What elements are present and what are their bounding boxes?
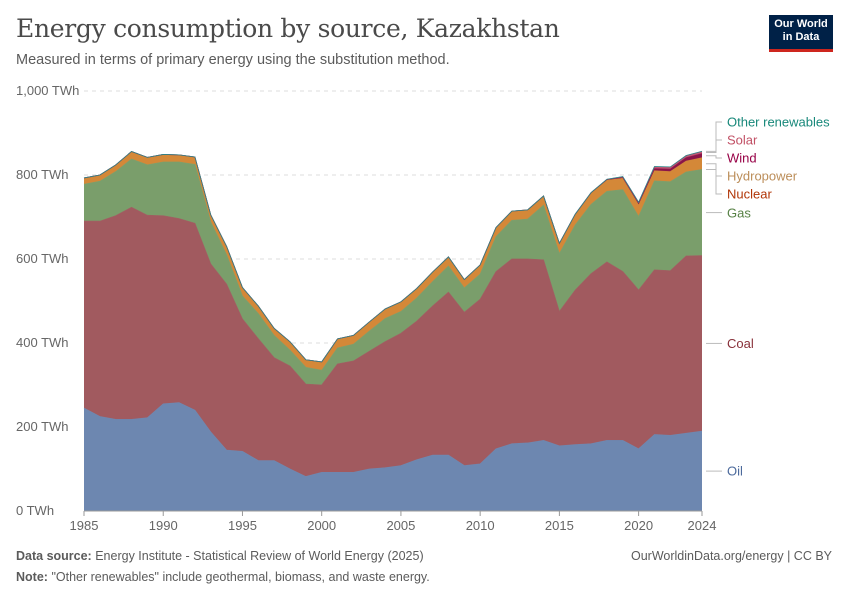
- y-tick-label: 600 TWh: [16, 251, 69, 266]
- logo-line-1: Our World: [774, 18, 828, 30]
- x-tick-label: 2024: [688, 518, 717, 533]
- x-tick-label: 2005: [386, 518, 415, 533]
- x-tick-label: 1990: [149, 518, 178, 533]
- series-label-nuclear: Nuclear: [727, 187, 772, 202]
- x-tick-label: 2010: [466, 518, 495, 533]
- area-gas: [84, 159, 702, 385]
- data-source-label: Data source:: [16, 549, 92, 563]
- label-connector: [706, 155, 722, 159]
- area-oil: [84, 402, 702, 511]
- x-tick-label: 1985: [70, 518, 99, 533]
- logo-line-2: in Data: [782, 30, 820, 43]
- note-line: Note: "Other renewables" include geother…: [16, 570, 430, 584]
- x-tick-label: 2000: [307, 518, 336, 533]
- x-tick-label: 2015: [545, 518, 574, 533]
- series-label-solar: Solar: [727, 133, 758, 148]
- series-label-wind: Wind: [727, 151, 757, 166]
- series-label-gas: Gas: [727, 206, 751, 221]
- y-tick-label: 800 TWh: [16, 167, 69, 182]
- label-connector: [706, 139, 722, 153]
- y-axis: 0 TWh 200 TWh 400 TWh 600 TWh 800 TWh 1,000 T…: [16, 83, 79, 518]
- credit-link[interactable]: OurWorldinData.org/energy | CC BY: [630, 549, 832, 563]
- series-label-coal: Coal: [727, 336, 754, 351]
- y-tick-label: 0 TWh: [16, 503, 54, 518]
- chart-subtitle: Measured in terms of primary energy usin…: [16, 52, 450, 68]
- note-label: Note:: [16, 570, 48, 584]
- series-label-other-renewables: Other renewables: [727, 115, 830, 130]
- x-axis: 1985 1990 1995 2000 2005 2010 2015 2020 2024: [70, 510, 717, 533]
- area-outline-oil: [83, 402, 703, 477]
- note-text: "Other renewables" include geothermal, b…: [51, 570, 430, 584]
- label-connector: [706, 121, 722, 152]
- data-source-line: Data source: Energy Institute - Statisti…: [16, 549, 424, 563]
- y-tick-label: 200 TWh: [16, 419, 69, 434]
- series-label-oil: Oil: [727, 464, 743, 479]
- area-coal: [84, 207, 702, 477]
- series-labels: Oil Coal Gas Nuclear Hydropower Wind Solar Othe…: [706, 115, 830, 479]
- y-tick-label: 400 TWh: [16, 335, 69, 350]
- x-tick-label: 1995: [228, 518, 257, 533]
- area-outline-coal: [84, 206, 703, 386]
- series-label-hydropower: Hydropower: [727, 169, 798, 184]
- label-connector: [706, 163, 722, 177]
- label-connector: [706, 169, 722, 195]
- area-outline-other-renewables: [83, 150, 703, 363]
- x-tick-label: 2020: [624, 518, 653, 533]
- owid-logo[interactable]: Our World in Data: [769, 15, 833, 52]
- area-outline-gas: [83, 158, 703, 371]
- y-tick-label: 1,000 TWh: [16, 83, 79, 98]
- area-series: [83, 150, 703, 511]
- chart-title: Energy consumption by source, Kazakhstan: [16, 14, 560, 43]
- data-source-link[interactable]: Energy Institute - Statistical Review of…: [95, 549, 424, 563]
